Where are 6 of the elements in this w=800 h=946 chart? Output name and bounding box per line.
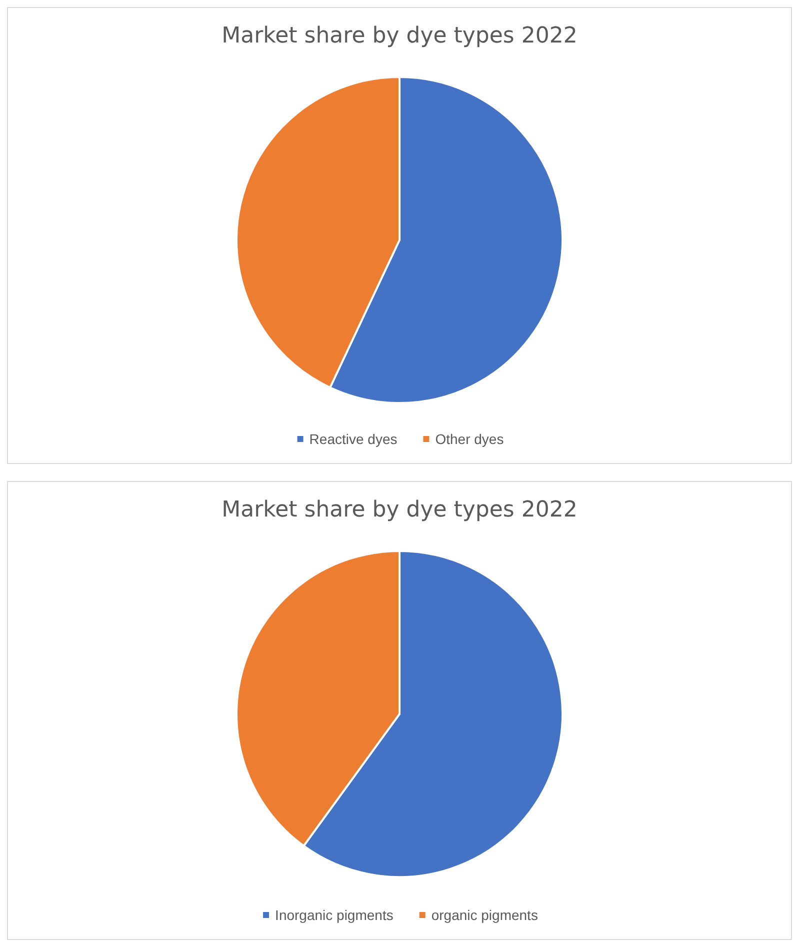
legend-label: Other dyes: [435, 431, 504, 447]
chart-title: Market share by dye types 2022: [222, 498, 578, 522]
chart-title: Market share by dye types 2022: [222, 24, 578, 48]
legend-label: organic pigments: [431, 907, 538, 923]
legend-label: Inorganic pigments: [275, 907, 394, 923]
legend-label: Reactive dyes: [309, 431, 398, 447]
